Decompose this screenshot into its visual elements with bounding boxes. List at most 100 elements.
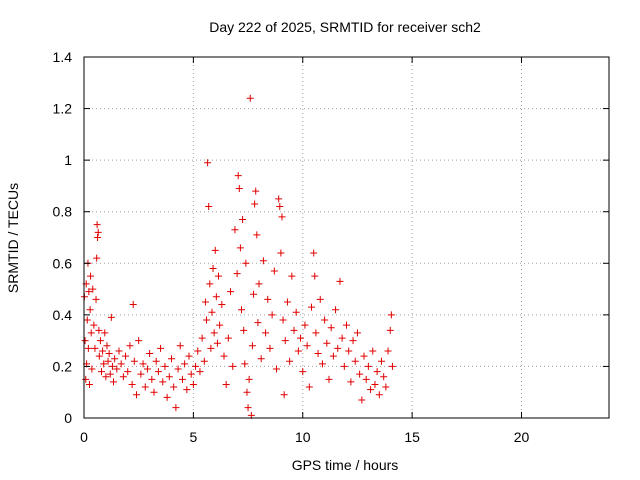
data-point (378, 357, 385, 365)
data-point (353, 329, 361, 337)
data-point (303, 342, 311, 350)
data-point (279, 316, 287, 324)
data-point (141, 383, 149, 391)
data-point (332, 306, 340, 314)
data-point (259, 257, 267, 265)
axis-ticks (83, 56, 609, 419)
data-point (86, 306, 94, 314)
data-point (351, 357, 359, 365)
data-point (343, 321, 350, 329)
data-point (92, 295, 100, 303)
data-point (318, 360, 326, 368)
x-tick-label: 0 (80, 429, 88, 445)
data-point (113, 365, 121, 373)
data-point (201, 298, 209, 306)
data-point (178, 375, 186, 383)
y-tick-label: 0 (64, 410, 72, 426)
data-point (373, 368, 381, 376)
data-point (388, 362, 396, 370)
data-point (297, 334, 305, 342)
data-point (329, 352, 337, 360)
data-point (325, 375, 333, 383)
data-point (143, 365, 151, 373)
data-point (241, 360, 249, 368)
data-point (95, 326, 103, 334)
data-point (360, 352, 368, 360)
data-point (207, 344, 215, 352)
data-point (311, 272, 319, 280)
data-point (154, 368, 162, 376)
data-point (130, 357, 138, 365)
data-point (251, 200, 259, 208)
data-point (277, 249, 285, 257)
data-point (170, 383, 178, 391)
data-point (218, 301, 226, 309)
data-point (310, 249, 318, 257)
data-point (129, 301, 137, 309)
data-point (212, 293, 220, 301)
data-point (87, 329, 95, 337)
data-point (196, 368, 204, 376)
data-point (215, 272, 223, 280)
data-point (185, 352, 193, 360)
data-point (101, 329, 109, 337)
data-point (334, 344, 342, 352)
data-point (386, 326, 394, 334)
data-point (255, 280, 263, 288)
data-point (126, 342, 134, 350)
data-point (387, 311, 395, 319)
data-point (234, 172, 242, 180)
data-point (349, 337, 357, 345)
data-point (159, 378, 167, 386)
data-point (384, 347, 392, 355)
data-point (174, 365, 182, 373)
data-point (278, 213, 286, 221)
data-point (83, 316, 91, 324)
data-point (254, 319, 262, 327)
data-point (103, 342, 111, 350)
data-point (356, 370, 364, 378)
data-point (107, 313, 115, 321)
data-point (152, 357, 160, 365)
y-tick-label: 1.4 (53, 49, 73, 65)
data-point (100, 360, 108, 368)
data-point (252, 187, 260, 195)
data-point (102, 373, 110, 381)
data-point (336, 277, 344, 285)
data-point (292, 308, 300, 316)
data-point (96, 337, 104, 345)
data-point (187, 370, 195, 378)
data-point (245, 375, 253, 383)
data-point (273, 365, 280, 373)
data-point (369, 347, 377, 355)
data-point (168, 355, 175, 363)
data-point (231, 226, 239, 234)
data-point (243, 388, 251, 396)
data-point (380, 373, 388, 381)
data-point (208, 308, 216, 316)
data-point (375, 391, 383, 399)
data-point (220, 352, 228, 360)
data-point (248, 342, 256, 350)
data-point (338, 334, 346, 342)
data-point (194, 347, 202, 355)
data-point (286, 357, 294, 365)
data-point (198, 334, 206, 342)
data-point (294, 347, 302, 355)
data-point (209, 264, 217, 272)
data-point (312, 329, 320, 337)
data-point (117, 360, 125, 368)
data-point (242, 259, 250, 267)
data-point (238, 306, 245, 314)
data-point (222, 380, 230, 388)
data-point (93, 254, 101, 262)
data-point (301, 321, 309, 329)
chart-title: Day 222 of 2025, SRMTID for receiver sch… (209, 19, 481, 35)
data-point (94, 228, 102, 236)
data-point (89, 285, 97, 293)
data-point (364, 362, 372, 370)
data-point (87, 272, 95, 280)
data-point (236, 244, 244, 252)
data-point (110, 378, 118, 386)
data-point (94, 234, 102, 241)
